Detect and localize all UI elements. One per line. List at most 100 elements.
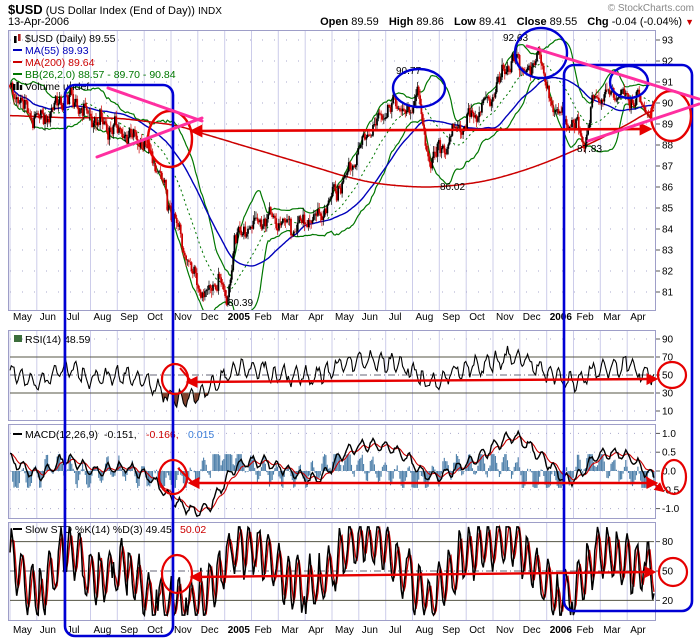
price-legend-ma55: MA(55) 89.93	[25, 45, 89, 57]
month-label: Jun	[40, 312, 56, 323]
price-point-label-8783: 87.83	[577, 144, 602, 155]
chg-label: Chg	[587, 16, 609, 28]
month-label: Feb	[577, 312, 595, 323]
open-label: Open	[320, 16, 349, 28]
sto-legend: Slow STO %K(14) %D(3) 49.45, 50.02	[13, 524, 206, 536]
macd-legend-signal-value: -0.166,	[146, 429, 179, 441]
price-axis-label: 88	[662, 141, 674, 152]
panel-border	[8, 424, 656, 519]
month-label: Nov	[496, 312, 514, 323]
month-label: Feb	[255, 625, 273, 636]
chart-header: $USD (US Dollar Index (End of Day)) INDX…	[0, 0, 700, 29]
close-value: 89.55	[549, 16, 578, 28]
month-label: Jul	[67, 312, 80, 323]
bollinger-mid-band	[9, 63, 655, 290]
month-label: Feb	[255, 312, 273, 323]
macd-legend: MACD(12,26,9) -0.151, -0.166, 0.015	[13, 429, 214, 441]
month-label: Apr	[630, 312, 646, 323]
price-axis-label: 83	[662, 246, 674, 257]
symbol-label: $USD	[8, 2, 43, 17]
price-down-triangle-icon: ▼	[685, 17, 694, 27]
month-label: Jun	[362, 625, 378, 636]
chart-date: 13-Apr-2006	[8, 16, 70, 28]
rsi-axis-label: 30	[662, 389, 674, 400]
month-label: Jul	[389, 312, 402, 323]
candle-bodies-down	[9, 47, 655, 305]
month-label: Mar	[603, 625, 621, 636]
price-axis-label: 91	[662, 78, 674, 89]
month-label: Sep	[120, 312, 138, 323]
price-axis-label: 93	[662, 36, 674, 47]
price-legend-ma200: MA(200) 89.64	[25, 57, 95, 69]
price-point-label-8602: 86.02	[440, 182, 465, 193]
price-point-label-9263: 92.63	[503, 33, 528, 44]
annotation-circle-macd-right	[660, 458, 688, 496]
sto-axis-label: 20	[662, 596, 674, 607]
price-axis-label: 89	[662, 120, 674, 131]
month-label: May	[335, 312, 354, 323]
month-label: Nov	[496, 625, 514, 636]
macd-legend-value: -0.151,	[104, 429, 137, 441]
sto-legend-d-value: 50.02	[180, 524, 206, 536]
price-axis-label: 86	[662, 183, 674, 194]
annotation-circle-nov05-top	[513, 26, 569, 80]
volume-bars-icon	[13, 82, 23, 90]
macd-axis-label: 0.5	[662, 448, 676, 459]
month-label: Dec	[201, 312, 219, 323]
high-value: 89.86	[416, 16, 444, 28]
price-axis-label: 85	[662, 204, 674, 215]
month-label: Nov	[174, 625, 192, 636]
macd-panel-series	[9, 429, 655, 518]
month-label: Nov	[174, 312, 192, 323]
month-label: Jun	[40, 625, 56, 636]
macd-axis-label: -0.5	[662, 485, 680, 496]
month-label: 2005	[228, 625, 251, 636]
macd-axis-label: 0.0	[662, 467, 676, 478]
price-legend-symbol: $USD (Daily) 89.55	[25, 33, 116, 45]
symbol-name: (US Dollar Index (End of Day))	[45, 5, 195, 17]
high-label: High	[388, 16, 414, 28]
month-label: Oct	[147, 625, 163, 636]
axis-labels: 93 92 91 90 89 88 87 86 85 84 83 82 81 90 70 50 30 10 1.0 0…	[13, 36, 680, 637]
macd-axis-label: -1.0	[662, 504, 680, 515]
macd-legend-hist-value: 0.015	[188, 429, 214, 441]
annotation-circle-breakdown	[146, 109, 194, 169]
month-label: Mar	[281, 312, 299, 323]
open-value: 89.59	[351, 16, 379, 28]
annotation-tick-rsi	[179, 367, 192, 382]
annotation-trendline-left-upper	[106, 86, 204, 123]
annotation-circle-sto-right	[657, 556, 689, 588]
rsi-legend: RSI(14) 48.59	[14, 334, 91, 346]
price-axis-label: 84	[662, 225, 674, 236]
month-label: Dec	[523, 625, 541, 636]
month-label: Oct	[469, 625, 485, 636]
month-label: Aug	[416, 625, 434, 636]
price-axis-label: 90	[662, 99, 674, 110]
price-legend-bb: BB(26,2.0) 88.57 - 89.70 - 90.84	[25, 69, 176, 81]
month-label: Mar	[281, 625, 299, 636]
annotation-arrow-macd-right	[645, 476, 665, 493]
rsi-axis-label: 50	[662, 371, 674, 382]
month-label: Oct	[147, 312, 163, 323]
month-label: Apr	[630, 625, 646, 636]
rsi-axis-label: 90	[662, 335, 674, 346]
sto-axis-label: 50	[662, 567, 674, 578]
quote-row: Open 89.59 High 89.86 Low 89.41 Close 89…	[313, 16, 694, 28]
month-label: Jul	[389, 625, 402, 636]
annotation-trendline-right-lower	[586, 102, 700, 143]
copyright-label: © StockCharts.com	[607, 3, 694, 14]
month-label: 2006	[550, 312, 573, 323]
price-point-label-8039: 80.39	[228, 298, 253, 309]
month-label: Mar	[603, 312, 621, 323]
ma200-line	[10, 109, 655, 188]
annotation-hline-sto	[189, 566, 657, 583]
price-axis-label: 81	[662, 288, 674, 299]
annotation-trendline-right-upper	[525, 44, 700, 101]
annotation-rect-left	[63, 83, 175, 638]
panel-border	[8, 30, 656, 311]
rsi-axis-label: 10	[662, 407, 674, 418]
rsi-swatch-icon	[14, 335, 22, 342]
macd-histogram	[10, 454, 655, 488]
